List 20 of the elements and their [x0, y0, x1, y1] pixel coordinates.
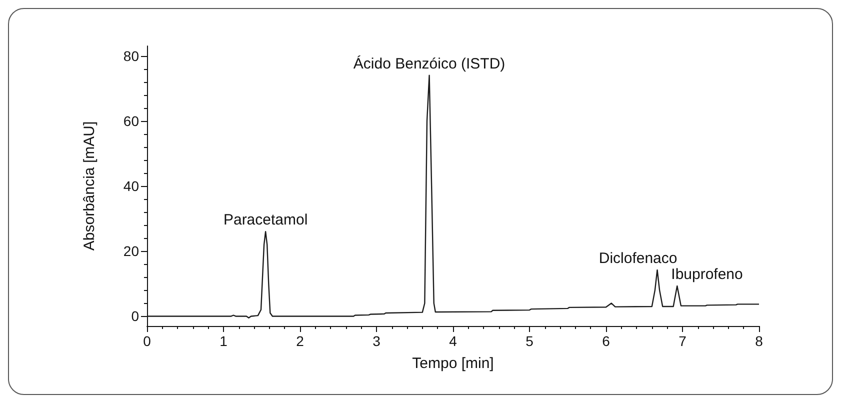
- x-tick-label: 4: [449, 333, 458, 349]
- y-tick-label: 0: [131, 308, 140, 324]
- x-tick-label: 5: [526, 333, 534, 349]
- y-tick-label: 80: [123, 48, 140, 64]
- x-tick-label: 2: [296, 333, 304, 349]
- x-tick-label: 0: [143, 333, 152, 349]
- annotation: Ácido Benzóico (ISTD): [353, 54, 506, 72]
- y-tick-label: 60: [123, 112, 140, 129]
- x-tick-label: 6: [602, 333, 610, 349]
- x-tick-label: 8: [755, 333, 764, 349]
- annotation: Paracetamol: [223, 212, 308, 229]
- x-tick-label: 7: [678, 333, 687, 349]
- annotation: Ibuprofeno: [671, 266, 743, 283]
- x-tick-label: 1: [220, 333, 228, 349]
- x-axis-title: Tempo [min]: [412, 355, 494, 372]
- y-axis-title: Absorbância [mAU]: [81, 121, 98, 251]
- y-tick-label: 40: [123, 178, 140, 194]
- y-tick-label: 20: [123, 243, 140, 260]
- x-tick-label: 3: [372, 333, 381, 349]
- annotation: Diclofenaco: [598, 250, 678, 267]
